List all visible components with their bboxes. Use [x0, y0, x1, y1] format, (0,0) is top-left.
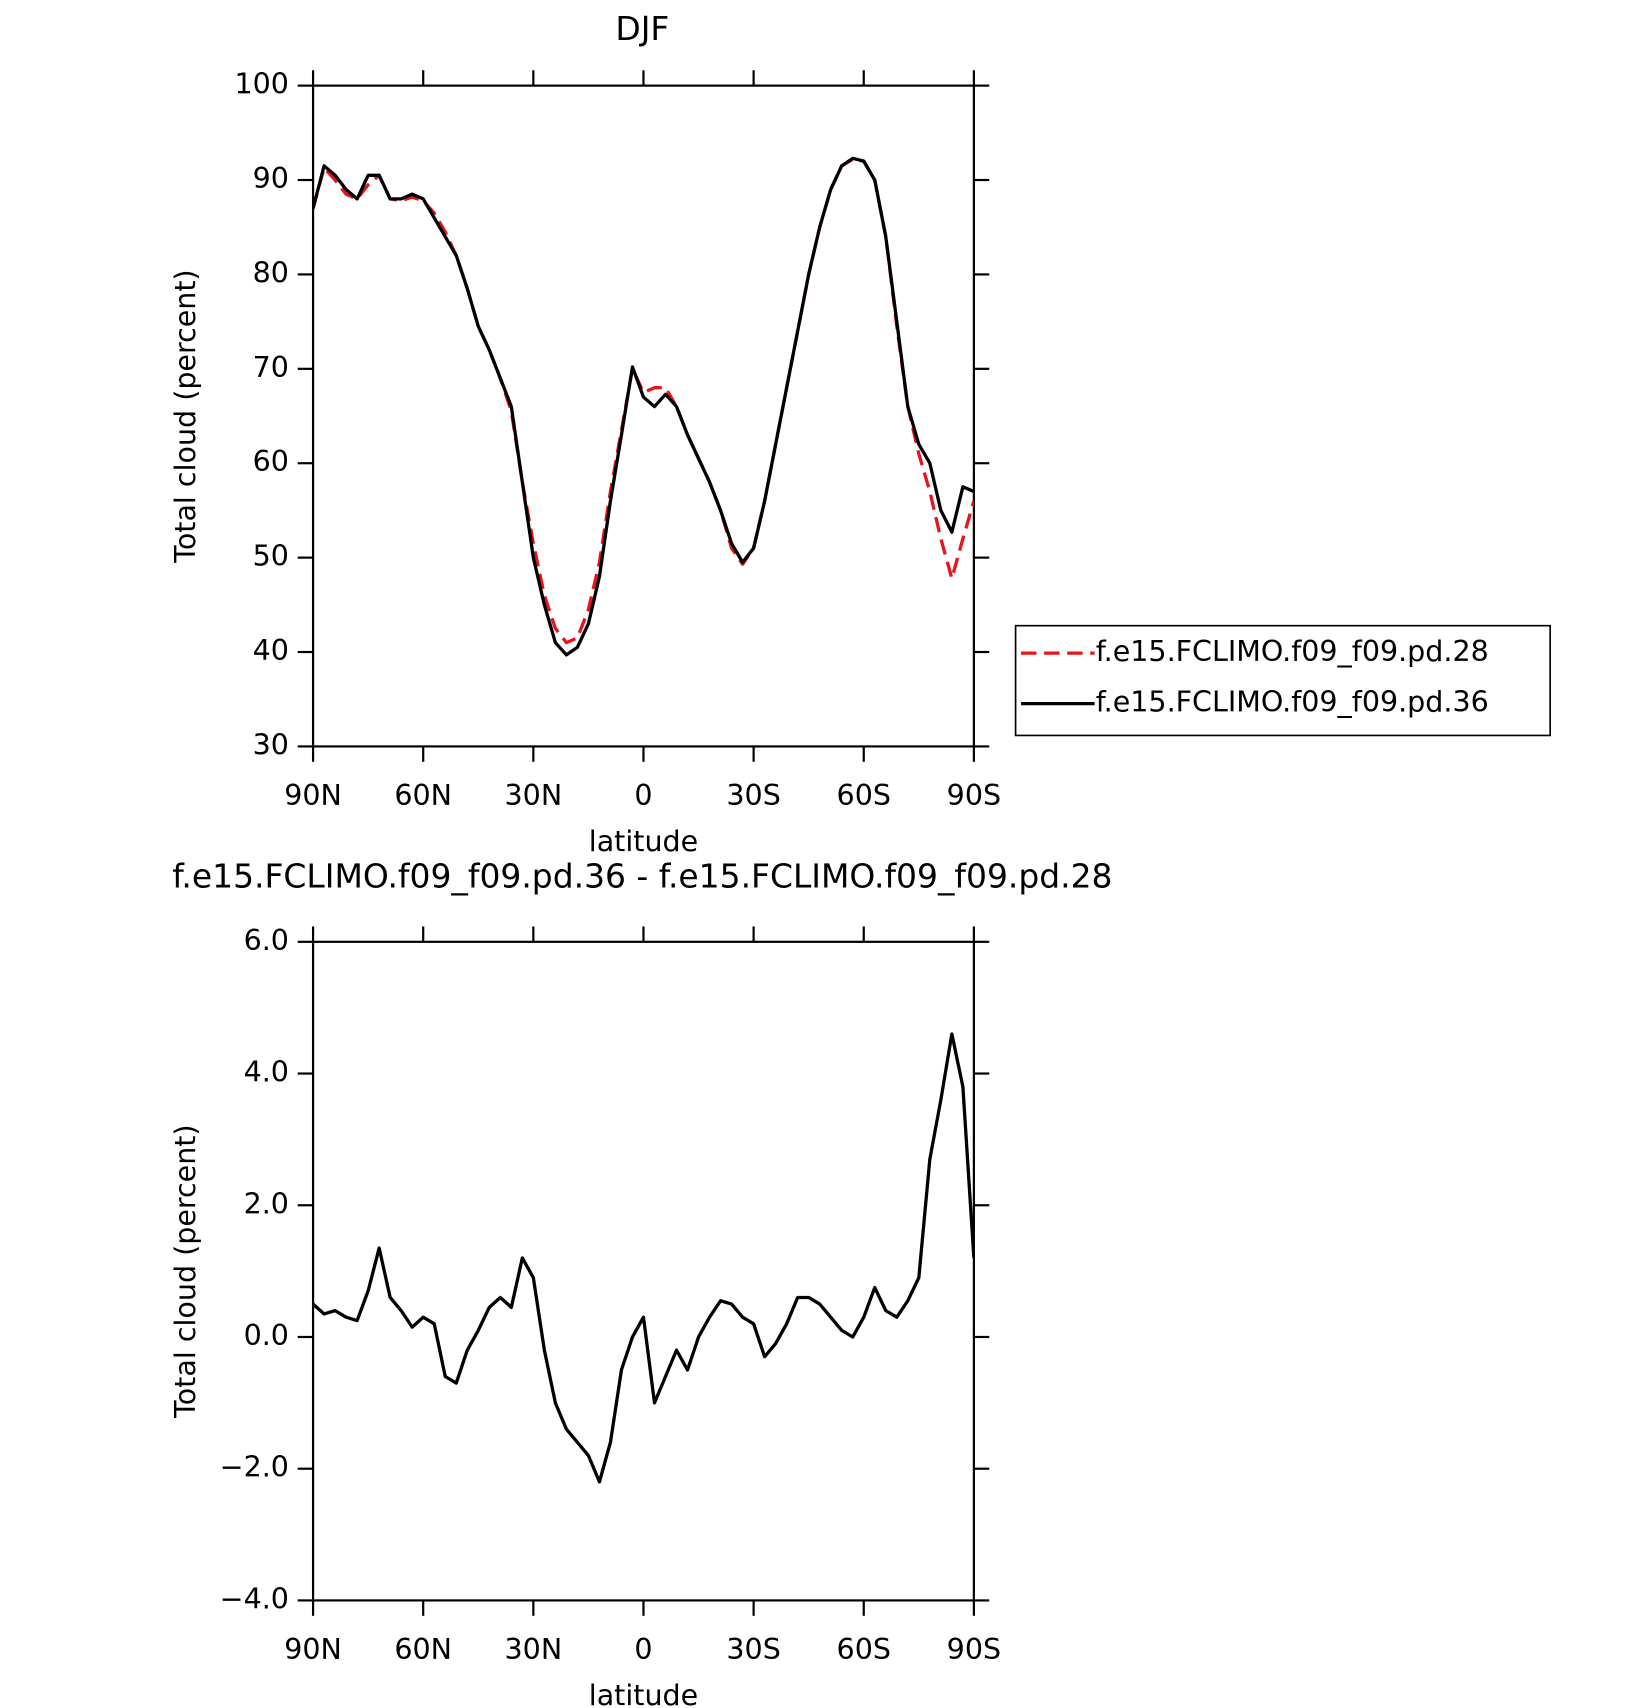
x-tick-label: 30N [505, 1633, 563, 1666]
x-tick-label: 30N [505, 779, 563, 812]
data-line [313, 156, 974, 657]
y-tick-label: 50 [253, 540, 289, 573]
x-tick-label: 60S [837, 779, 891, 812]
x-tick-label: 90S [947, 779, 1001, 812]
x-tick-label: 0 [634, 779, 652, 812]
y-tick-label: 2.0 [244, 1187, 289, 1220]
legend-box [1014, 624, 1551, 737]
y-tick-label: −4.0 [220, 1582, 289, 1615]
y-tick-label: 100 [234, 68, 288, 101]
data-line [313, 157, 974, 645]
x-tick-label: 60N [394, 779, 452, 812]
x-tick-label: 0 [634, 1633, 652, 1666]
x-axis-label: latitude [589, 1679, 698, 1708]
x-tick-label: 90N [284, 1633, 342, 1666]
y-tick-label: 6.0 [244, 924, 289, 957]
x-axis-label: latitude [589, 825, 698, 858]
plot-frame [311, 940, 975, 1602]
y-tick-label: 90 [253, 162, 289, 195]
y-axis-label: Total cloud (percent) [169, 1124, 202, 1418]
plot-frame [311, 84, 975, 748]
x-tick-label: 60S [837, 1633, 891, 1666]
y-tick-label: 80 [253, 256, 289, 289]
y-tick-label: 30 [253, 728, 289, 761]
legend-label: f.e15.FCLIMO.f09_f09.pd.36 [1096, 686, 1489, 719]
x-tick-label: 30S [726, 1633, 780, 1666]
x-tick-label: 90S [947, 1633, 1001, 1666]
y-tick-label: 70 [253, 351, 289, 384]
x-tick-label: 30S [726, 779, 780, 812]
y-tick-label: −2.0 [220, 1451, 289, 1484]
y-tick-label: 4.0 [244, 1056, 289, 1089]
x-tick-label: 60N [394, 1633, 452, 1666]
data-line [313, 1032, 974, 1484]
y-tick-label: 60 [253, 445, 289, 478]
y-axis-label: Total cloud (percent) [169, 269, 202, 563]
y-tick-label: 0.0 [244, 1319, 289, 1352]
chart-title: DJF [615, 9, 669, 48]
y-tick-label: 40 [253, 634, 289, 667]
x-tick-label: 90N [284, 779, 342, 812]
chart-title: f.e15.FCLIMO.f09_f09.pd.36 - f.e15.FCLIM… [172, 857, 1112, 896]
legend-label: f.e15.FCLIMO.f09_f09.pd.28 [1096, 635, 1489, 668]
